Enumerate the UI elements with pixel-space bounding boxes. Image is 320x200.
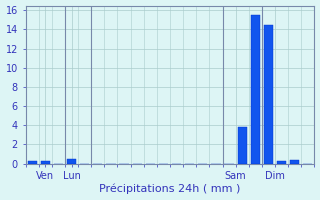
Bar — [41, 161, 50, 164]
X-axis label: Précipitations 24h ( mm ): Précipitations 24h ( mm ) — [99, 184, 241, 194]
Bar — [277, 161, 286, 164]
Bar — [264, 25, 273, 164]
Bar — [67, 159, 76, 164]
Bar — [290, 160, 299, 164]
Bar — [251, 15, 260, 164]
Bar — [238, 127, 247, 164]
Bar — [28, 161, 37, 164]
